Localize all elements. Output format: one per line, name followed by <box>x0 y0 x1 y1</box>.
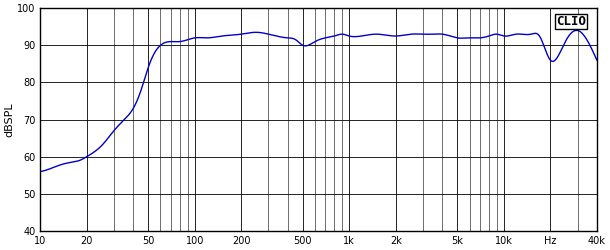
Text: CLIO: CLIO <box>556 15 586 28</box>
Y-axis label: dBSPL: dBSPL <box>4 102 14 137</box>
